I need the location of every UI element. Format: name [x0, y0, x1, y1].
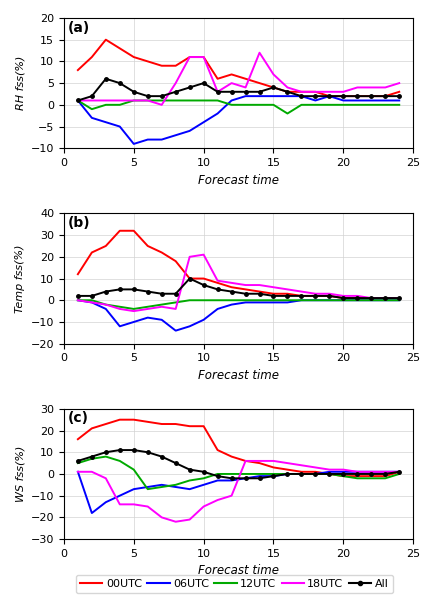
X-axis label: Forecast time: Forecast time — [198, 369, 279, 382]
X-axis label: Forecast time: Forecast time — [198, 564, 279, 577]
Text: (c): (c) — [67, 412, 88, 425]
X-axis label: Forecast time: Forecast time — [198, 174, 279, 186]
Text: (a): (a) — [67, 20, 89, 35]
Y-axis label: Temp fss(%): Temp fss(%) — [15, 244, 25, 313]
Y-axis label: WS fss(%): WS fss(%) — [15, 446, 25, 502]
Y-axis label: RH fss(%): RH fss(%) — [15, 56, 25, 110]
Text: (b): (b) — [67, 216, 90, 230]
Legend: 00UTC, 06UTC, 12UTC, 18UTC, All: 00UTC, 06UTC, 12UTC, 18UTC, All — [76, 574, 393, 594]
